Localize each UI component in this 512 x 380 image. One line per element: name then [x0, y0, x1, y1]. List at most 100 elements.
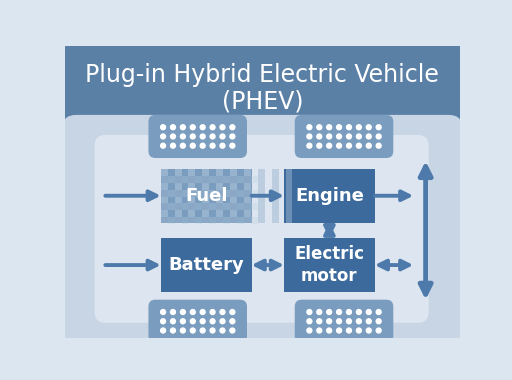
Circle shape [190, 134, 195, 139]
FancyBboxPatch shape [216, 196, 223, 203]
Circle shape [220, 134, 225, 139]
Circle shape [200, 319, 205, 324]
Text: Plug-in Hybrid Electric Vehicle: Plug-in Hybrid Electric Vehicle [86, 63, 439, 87]
Circle shape [327, 310, 332, 315]
Circle shape [170, 328, 176, 333]
Circle shape [210, 310, 215, 315]
Circle shape [220, 319, 225, 324]
Circle shape [317, 134, 322, 139]
Circle shape [170, 143, 176, 148]
Circle shape [220, 125, 225, 130]
Circle shape [376, 134, 381, 139]
Circle shape [366, 134, 371, 139]
FancyBboxPatch shape [161, 211, 168, 217]
Circle shape [366, 310, 371, 315]
Circle shape [200, 125, 205, 130]
Circle shape [366, 143, 371, 148]
Circle shape [230, 134, 235, 139]
FancyBboxPatch shape [175, 169, 182, 176]
Circle shape [317, 143, 322, 148]
FancyBboxPatch shape [258, 169, 265, 223]
FancyBboxPatch shape [230, 169, 237, 176]
FancyBboxPatch shape [161, 183, 168, 190]
FancyBboxPatch shape [188, 183, 196, 190]
Circle shape [347, 319, 351, 324]
Circle shape [230, 143, 235, 148]
Circle shape [366, 328, 371, 333]
Circle shape [376, 319, 381, 324]
Circle shape [376, 328, 381, 333]
Circle shape [200, 328, 205, 333]
FancyBboxPatch shape [230, 183, 237, 190]
FancyBboxPatch shape [175, 169, 182, 223]
Circle shape [210, 143, 215, 148]
FancyBboxPatch shape [148, 115, 247, 158]
Circle shape [307, 125, 312, 130]
Circle shape [336, 328, 342, 333]
Circle shape [356, 125, 361, 130]
Text: (PHEV): (PHEV) [222, 89, 303, 113]
Circle shape [180, 134, 185, 139]
FancyBboxPatch shape [209, 203, 216, 211]
Circle shape [317, 319, 322, 324]
FancyBboxPatch shape [175, 183, 182, 190]
Circle shape [210, 134, 215, 139]
FancyBboxPatch shape [66, 46, 460, 121]
Circle shape [230, 328, 235, 333]
FancyBboxPatch shape [230, 211, 237, 217]
FancyBboxPatch shape [202, 183, 209, 190]
Circle shape [200, 143, 205, 148]
FancyBboxPatch shape [188, 211, 196, 217]
Circle shape [327, 134, 332, 139]
Circle shape [307, 328, 312, 333]
FancyBboxPatch shape [209, 190, 216, 196]
FancyBboxPatch shape [161, 169, 168, 176]
Circle shape [170, 310, 176, 315]
FancyBboxPatch shape [168, 217, 175, 224]
FancyBboxPatch shape [182, 203, 188, 211]
Circle shape [220, 328, 225, 333]
FancyBboxPatch shape [202, 211, 209, 217]
FancyBboxPatch shape [251, 190, 258, 196]
Circle shape [376, 143, 381, 148]
Circle shape [161, 328, 165, 333]
Circle shape [220, 310, 225, 315]
Circle shape [200, 310, 205, 315]
Circle shape [347, 310, 351, 315]
Circle shape [230, 125, 235, 130]
Circle shape [200, 134, 205, 139]
FancyBboxPatch shape [237, 203, 244, 211]
Circle shape [356, 310, 361, 315]
FancyBboxPatch shape [161, 169, 251, 223]
Circle shape [376, 125, 381, 130]
FancyBboxPatch shape [244, 169, 251, 176]
FancyBboxPatch shape [244, 183, 251, 190]
Text: Engine: Engine [295, 187, 364, 205]
FancyBboxPatch shape [237, 176, 244, 183]
Circle shape [317, 310, 322, 315]
FancyBboxPatch shape [251, 203, 258, 211]
FancyBboxPatch shape [216, 169, 223, 176]
FancyBboxPatch shape [284, 238, 375, 292]
FancyBboxPatch shape [95, 135, 429, 323]
FancyBboxPatch shape [244, 211, 251, 217]
Circle shape [356, 328, 361, 333]
FancyBboxPatch shape [230, 169, 237, 223]
FancyBboxPatch shape [62, 115, 463, 341]
Circle shape [327, 143, 332, 148]
FancyBboxPatch shape [209, 176, 216, 183]
FancyBboxPatch shape [223, 190, 230, 196]
Text: Electric
motor: Electric motor [294, 245, 365, 285]
FancyBboxPatch shape [216, 183, 223, 190]
Circle shape [210, 125, 215, 130]
FancyBboxPatch shape [223, 217, 230, 224]
Text: Battery: Battery [168, 256, 244, 274]
Circle shape [317, 328, 322, 333]
Circle shape [161, 125, 165, 130]
Circle shape [336, 319, 342, 324]
Circle shape [190, 310, 195, 315]
Circle shape [356, 134, 361, 139]
FancyBboxPatch shape [196, 176, 202, 183]
Circle shape [161, 134, 165, 139]
Circle shape [180, 328, 185, 333]
